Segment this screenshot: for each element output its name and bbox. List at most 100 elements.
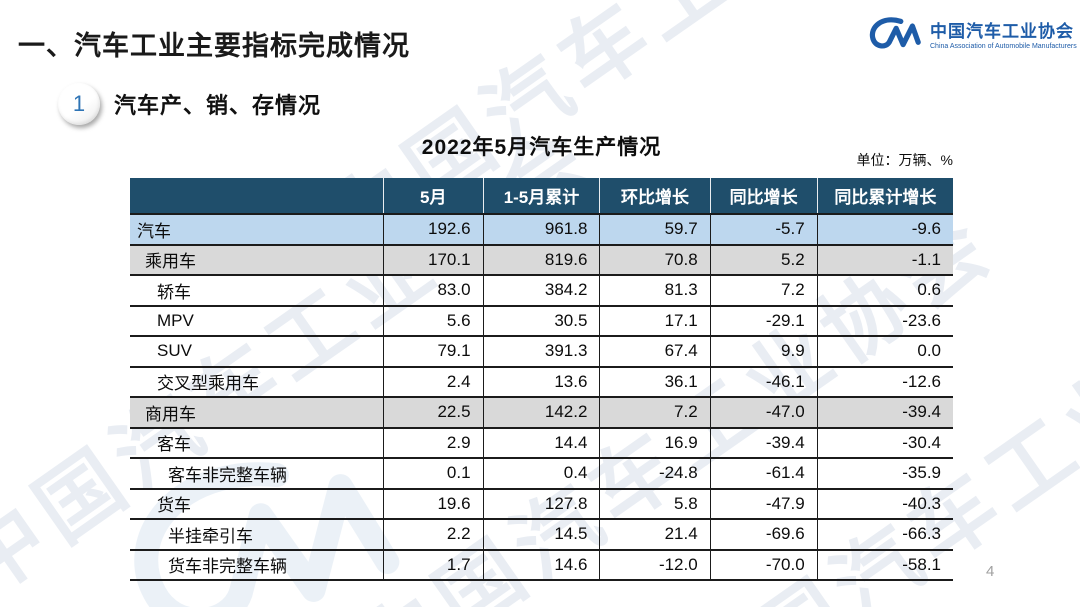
row-label: 商用车 xyxy=(130,396,384,428)
page-number: 4 xyxy=(986,563,995,580)
row-label: 交叉型乘用车 xyxy=(130,365,384,397)
cell-value: 22.5 xyxy=(382,396,484,428)
cell-value: 819.6 xyxy=(482,243,600,275)
cell-value: 67.4 xyxy=(599,335,711,367)
cell-value: 81.3 xyxy=(599,274,711,306)
cell-value: 9.9 xyxy=(709,335,818,367)
cell-value: 7.2 xyxy=(599,396,711,428)
cell-value: 192.6 xyxy=(382,214,484,245)
table-row: 货车 19.6 127.8 5.8 -47.9 -40.3 xyxy=(130,487,953,519)
unit-label: 单位：万辆、% xyxy=(856,152,953,168)
cell-value: -70.0 xyxy=(709,548,818,581)
cell-value: -61.4 xyxy=(709,457,818,489)
section-number-badge: 1 xyxy=(58,83,100,125)
caam-logo: 中国汽车工业协会 China Association of Automobile… xyxy=(866,12,1077,54)
table-row: 客车 2.9 14.4 16.9 -39.4 -30.4 xyxy=(130,426,953,458)
row-label: 客车 xyxy=(130,426,384,458)
cell-value: -1.1 xyxy=(816,243,953,275)
table-row: 半挂牵引车 2.2 14.5 21.4 -69.6 -66.3 xyxy=(130,518,953,550)
table-row: 交叉型乘用车 2.4 13.6 36.1 -46.1 -12.6 xyxy=(130,365,953,397)
cell-value: 36.1 xyxy=(599,365,711,397)
cell-value: -35.9 xyxy=(816,457,953,489)
table-row: 货车非完整车辆 1.7 14.6 -12.0 -70.0 -58.1 xyxy=(130,548,953,581)
cell-value: 7.2 xyxy=(709,274,818,306)
cell-value: 16.9 xyxy=(599,426,711,458)
row-label: 乘用车 xyxy=(130,243,384,275)
row-label: 汽车 xyxy=(130,214,384,245)
cell-value: 0.4 xyxy=(482,457,600,489)
col-header-mom-growth: 环比增长 xyxy=(599,178,711,215)
cell-value: -40.3 xyxy=(816,487,953,519)
table-row: 客车非完整车辆 0.1 0.4 -24.8 -61.4 -35.9 xyxy=(130,457,953,489)
cell-value: 170.1 xyxy=(382,243,484,275)
cell-value: 19.6 xyxy=(382,487,484,519)
cell-value: -12.0 xyxy=(599,548,711,581)
row-label: 货车 xyxy=(130,487,384,519)
col-header-may: 5月 xyxy=(382,178,484,215)
cell-value: 5.8 xyxy=(599,487,711,519)
cell-value: 0.1 xyxy=(382,457,484,489)
cell-value: 70.8 xyxy=(599,243,711,275)
section-title: 汽车产、销、存情况 xyxy=(114,93,322,118)
cell-value: 2.4 xyxy=(382,365,484,397)
table-row: MPV 5.6 30.5 17.1 -29.1 -23.6 xyxy=(130,304,953,336)
section-heading: 1 汽车产、销、存情况 xyxy=(58,83,321,125)
col-header-yoy-cumulative-growth: 同比累计增长 xyxy=(816,178,953,215)
row-label: 货车非完整车辆 xyxy=(130,548,384,581)
cell-value: 21.4 xyxy=(599,518,711,550)
table-row: 汽车 192.6 961.8 59.7 -5.7 -9.6 xyxy=(130,214,953,245)
cell-value: -29.1 xyxy=(709,304,818,336)
cell-value: 14.4 xyxy=(482,426,600,458)
row-label: SUV xyxy=(130,335,384,367)
table-row: 商用车 22.5 142.2 7.2 -47.0 -39.4 xyxy=(130,396,953,428)
cell-value: 0.0 xyxy=(816,335,953,367)
caam-logo-icon xyxy=(869,17,921,49)
production-table-wrap: 5月 1-5月累计 环比增长 同比增长 同比累计增长 汽车 192.6 961.8 5… xyxy=(130,178,953,581)
cell-value: 30.5 xyxy=(482,304,600,336)
cell-value: 1.7 xyxy=(382,548,484,581)
cell-value: -23.6 xyxy=(816,304,953,336)
caam-name-en: China Association of Automobile Manufact… xyxy=(930,42,1077,50)
row-label: MPV xyxy=(130,304,384,336)
cell-value: -46.1 xyxy=(709,365,818,397)
cell-value: 5.6 xyxy=(382,304,484,336)
caam-name-cn: 中国汽车工业协会 xyxy=(930,21,1074,41)
table-row: 轿车 83.0 384.2 81.3 7.2 0.6 xyxy=(130,274,953,306)
table-row: 乘用车 170.1 819.6 70.8 5.2 -1.1 xyxy=(130,243,953,275)
table-header-row: 5月 1-5月累计 环比增长 同比增长 同比累计增长 xyxy=(130,178,953,215)
cell-value: 384.2 xyxy=(482,274,600,306)
production-table: 5月 1-5月累计 环比增长 同比增长 同比累计增长 汽车 192.6 961.8 5… xyxy=(130,178,953,581)
cell-value: 5.2 xyxy=(709,243,818,275)
cell-value: 79.1 xyxy=(382,335,484,367)
cell-value: 14.5 xyxy=(482,518,600,550)
cell-value: -47.0 xyxy=(709,396,818,428)
cell-value: 961.8 xyxy=(482,214,600,245)
col-header-category xyxy=(130,178,384,215)
cell-value: 14.6 xyxy=(482,548,600,581)
cell-value: -39.4 xyxy=(709,426,818,458)
caam-logo-text: 中国汽车工业协会 China Association of Automobile… xyxy=(930,17,1077,50)
cell-value: 127.8 xyxy=(482,487,600,519)
cell-value: 13.6 xyxy=(482,365,600,397)
cell-value: 2.9 xyxy=(382,426,484,458)
row-label: 客车非完整车辆 xyxy=(130,457,384,489)
cell-value: -12.6 xyxy=(816,365,953,397)
cell-value: -5.7 xyxy=(709,214,818,245)
cell-value: -58.1 xyxy=(816,548,953,581)
cell-value: -66.3 xyxy=(816,518,953,550)
cell-value: 391.3 xyxy=(482,335,600,367)
cell-value: 142.2 xyxy=(482,396,600,428)
cell-value: -69.6 xyxy=(709,518,818,550)
page-title: 一、汽车工业主要指标完成情况 xyxy=(18,31,410,61)
cell-value: 83.0 xyxy=(382,274,484,306)
col-header-yoy-growth: 同比增长 xyxy=(709,178,818,215)
cell-value: -9.6 xyxy=(816,214,953,245)
cell-value: 17.1 xyxy=(599,304,711,336)
col-header-cumulative: 1-5月累计 xyxy=(482,178,600,215)
cell-value: 0.6 xyxy=(816,274,953,306)
table-row: SUV 79.1 391.3 67.4 9.9 0.0 xyxy=(130,335,953,367)
table-title: 2022年5月汽车生产情况 xyxy=(421,136,662,159)
cell-value: -39.4 xyxy=(816,396,953,428)
cell-value: -24.8 xyxy=(599,457,711,489)
